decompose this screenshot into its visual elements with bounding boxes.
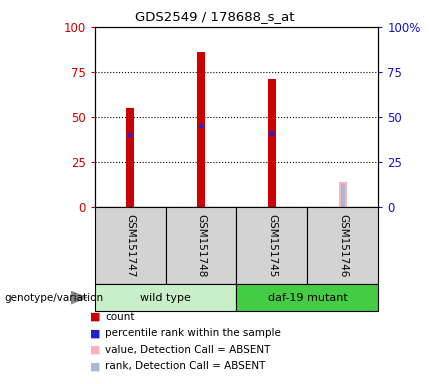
Text: GSM151745: GSM151745 <box>267 214 277 278</box>
Text: count: count <box>105 312 135 322</box>
Bar <box>339 182 347 207</box>
Text: ■: ■ <box>90 312 101 322</box>
Text: genotype/variation: genotype/variation <box>4 293 104 303</box>
Text: daf-19 mutant: daf-19 mutant <box>267 293 347 303</box>
Bar <box>126 108 134 207</box>
Bar <box>199 124 203 128</box>
Bar <box>95 284 237 311</box>
Text: rank, Detection Call = ABSENT: rank, Detection Call = ABSENT <box>105 361 266 371</box>
Polygon shape <box>71 291 88 305</box>
Text: percentile rank within the sample: percentile rank within the sample <box>105 328 281 338</box>
Bar <box>270 131 274 136</box>
Text: ■: ■ <box>90 345 101 355</box>
Text: ■: ■ <box>90 361 101 371</box>
Bar <box>237 284 378 311</box>
Bar <box>341 184 345 207</box>
Text: ■: ■ <box>90 328 101 338</box>
Bar <box>197 52 205 207</box>
Bar <box>128 133 132 137</box>
Text: wild type: wild type <box>140 293 191 303</box>
Text: GDS2549 / 178688_s_at: GDS2549 / 178688_s_at <box>135 10 295 23</box>
Bar <box>268 79 276 207</box>
Text: GSM151746: GSM151746 <box>338 214 348 278</box>
Bar <box>166 207 237 284</box>
Bar <box>95 207 166 284</box>
Text: GSM151748: GSM151748 <box>196 214 206 278</box>
Text: value, Detection Call = ABSENT: value, Detection Call = ABSENT <box>105 345 271 355</box>
Bar <box>237 207 307 284</box>
Text: GSM151747: GSM151747 <box>125 214 135 278</box>
Bar <box>307 207 378 284</box>
